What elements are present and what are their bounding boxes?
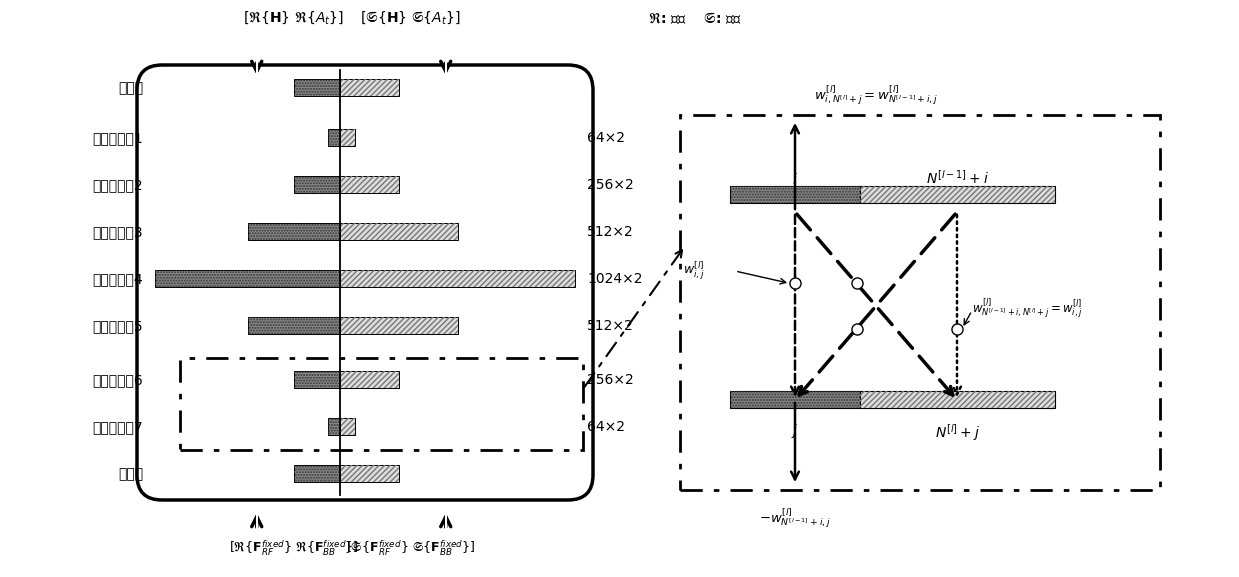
Text: 64×2: 64×2: [587, 420, 624, 434]
Bar: [328, 129, 339, 146]
Text: $[\mathfrak{R}\{\mathbf{F}_{RF}^{fixed}\}\ \mathfrak{R}\{\mathbf{F}_{BB}^{fixed}: $[\mathfrak{R}\{\mathbf{F}_{RF}^{fixed}\…: [229, 538, 358, 558]
Bar: [339, 317, 457, 334]
Bar: [860, 391, 1054, 408]
Text: $[\mathfrak{S}\{\mathbf{H}\}\ \mathfrak{S}\{A_t\}]$: $[\mathfrak{S}\{\mathbf{H}\}\ \mathfrak{…: [361, 10, 461, 27]
Text: 256×2: 256×2: [587, 373, 634, 387]
Text: $[\mathfrak{R}\{\mathbf{H}\}\ \mathfrak{R}\{A_t\}]$: $[\mathfrak{R}\{\mathbf{H}\}\ \mathfrak{…: [243, 10, 344, 27]
Text: $[\mathfrak{S}\{\mathbf{F}_{RF}^{fixed}\}\ \mathfrak{S}\{\mathbf{F}_{BB}^{fixed}: $[\mathfrak{S}\{\mathbf{F}_{RF}^{fixed}\…: [346, 538, 475, 558]
Text: 复全连接层5: 复全连接层5: [93, 319, 142, 333]
Text: 复全连接层2: 复全连接层2: [93, 178, 142, 192]
Text: 输出层: 输出层: [118, 467, 142, 481]
Text: 复全连接层4: 复全连接层4: [93, 272, 142, 286]
Bar: [248, 223, 339, 240]
Bar: [180, 358, 584, 450]
Text: $w_{i,N^{[l]}+j}^{[l]}=w_{N^{[l-1]}+i,j}^{[l]}$: $w_{i,N^{[l]}+j}^{[l]}=w_{N^{[l-1]}+i,j}…: [814, 83, 938, 107]
Text: $\mathfrak{R}$: 实部    $\mathfrak{S}$: 虚部: $\mathfrak{R}$: 实部 $\mathfrak{S}$: 虚部: [648, 10, 742, 26]
Bar: [294, 79, 339, 96]
Bar: [339, 223, 457, 240]
Text: $w_{i,j}^{[l]}$: $w_{i,j}^{[l]}$: [684, 260, 705, 282]
Bar: [860, 391, 1054, 408]
Bar: [294, 176, 339, 193]
Bar: [339, 79, 399, 96]
Text: 1024×2: 1024×2: [587, 272, 643, 286]
Bar: [339, 129, 354, 146]
Bar: [339, 317, 457, 334]
Bar: [730, 186, 860, 203]
Bar: [339, 176, 399, 193]
Bar: [339, 79, 399, 96]
Bar: [339, 371, 399, 388]
Text: 复全连接层3: 复全连接层3: [93, 225, 142, 239]
Text: $N^{[l-1]}+i$: $N^{[l-1]}+i$: [926, 169, 989, 187]
Text: 256×2: 256×2: [587, 178, 634, 192]
Bar: [339, 418, 354, 435]
Bar: [248, 317, 339, 334]
Bar: [730, 391, 860, 408]
Text: 64×2: 64×2: [587, 131, 624, 145]
Text: 512×2: 512×2: [587, 319, 634, 333]
Text: 复全连接层7: 复全连接层7: [93, 420, 142, 434]
Bar: [155, 270, 339, 287]
Bar: [328, 418, 339, 435]
Bar: [339, 465, 399, 482]
Bar: [339, 418, 354, 435]
Bar: [294, 465, 339, 482]
Text: $j$: $j$: [792, 422, 799, 440]
Bar: [339, 465, 399, 482]
Text: $w_{N^{[l-1]}+i,N^{[l]}+j}^{[l]}=w_{i,j}^{[l]}$: $w_{N^{[l-1]}+i,N^{[l]}+j}^{[l]}=w_{i,j}…: [973, 297, 1083, 320]
Bar: [339, 223, 457, 240]
Bar: [294, 176, 339, 193]
Text: 复全连接层6: 复全连接层6: [92, 373, 142, 387]
FancyArrowPatch shape: [585, 250, 681, 387]
Bar: [294, 371, 339, 388]
Text: $N^{[l]}+j$: $N^{[l]}+j$: [934, 422, 980, 443]
Bar: [680, 115, 1160, 490]
Text: 复全连接层1: 复全连接层1: [92, 131, 142, 145]
Bar: [328, 129, 339, 146]
Text: 512×2: 512×2: [587, 225, 634, 239]
Bar: [294, 79, 339, 96]
Bar: [155, 270, 339, 287]
Bar: [730, 186, 860, 203]
Bar: [339, 371, 399, 388]
Text: $i$: $i$: [792, 172, 798, 187]
Bar: [248, 317, 339, 334]
Bar: [860, 186, 1054, 203]
Text: 输入层: 输入层: [118, 81, 142, 95]
Bar: [294, 465, 339, 482]
Bar: [328, 418, 339, 435]
Bar: [339, 129, 354, 146]
Bar: [860, 186, 1054, 203]
Bar: [248, 223, 339, 240]
Bar: [294, 371, 339, 388]
Text: $-w_{N^{[l-1]}+i,j}^{[l]}$: $-w_{N^{[l-1]}+i,j}^{[l]}$: [760, 506, 831, 530]
Bar: [730, 391, 860, 408]
Bar: [339, 176, 399, 193]
Bar: [339, 270, 575, 287]
Bar: [339, 270, 575, 287]
